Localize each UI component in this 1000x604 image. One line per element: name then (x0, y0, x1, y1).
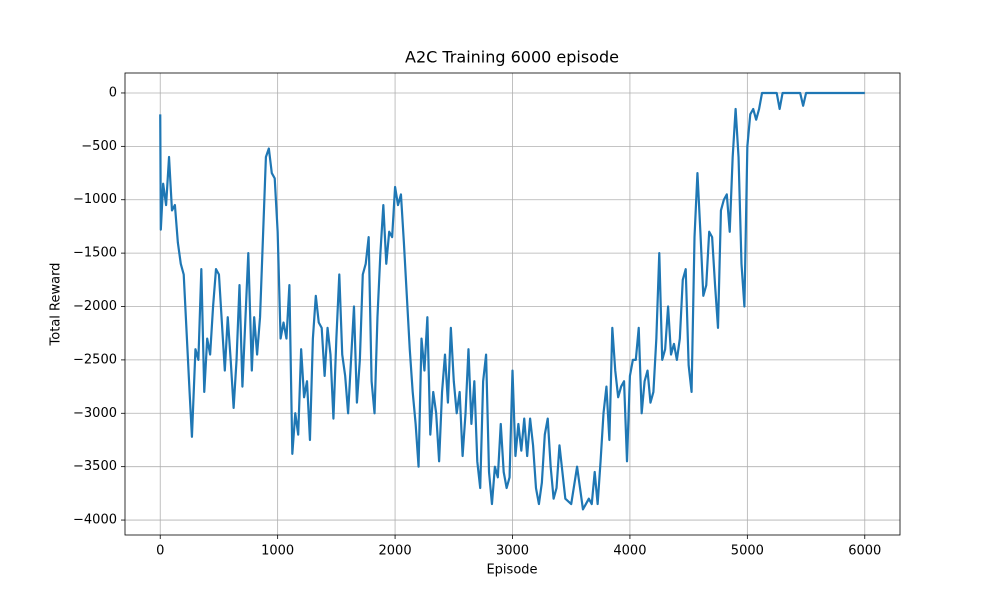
y-tick-label: −1500 (73, 246, 117, 261)
y-tick-label: −500 (81, 139, 117, 154)
y-axis-label: Total Reward (49, 263, 64, 347)
x-tick-label: 2000 (379, 544, 412, 559)
x-axis-label: Episode (486, 563, 537, 578)
chart-title: A2C Training 6000 episode (405, 48, 619, 67)
y-tick-label: −3000 (73, 406, 117, 421)
x-tick-label: 4000 (613, 544, 646, 559)
x-tick-label: 3000 (496, 544, 529, 559)
x-tick-label: 6000 (848, 544, 881, 559)
data-line (159, 91, 865, 511)
x-tick-label: 1000 (261, 544, 294, 559)
y-tick-label: −4000 (73, 513, 117, 528)
y-tick-label: −3500 (73, 459, 117, 474)
grid: 0 1000 2000 3000 4000 5000 6000 −4000 −3500 −3000… (73, 73, 900, 559)
y-tick-label: −2000 (73, 299, 117, 314)
y-tick-label: 0 (109, 85, 117, 100)
x-tick-label: 0 (156, 544, 164, 559)
plot-area (159, 91, 865, 511)
axes-frame (124, 72, 901, 536)
y-tick-label: −1000 (73, 192, 117, 207)
x-tick-label: 5000 (731, 544, 764, 559)
y-tick-label: −2500 (73, 352, 117, 367)
